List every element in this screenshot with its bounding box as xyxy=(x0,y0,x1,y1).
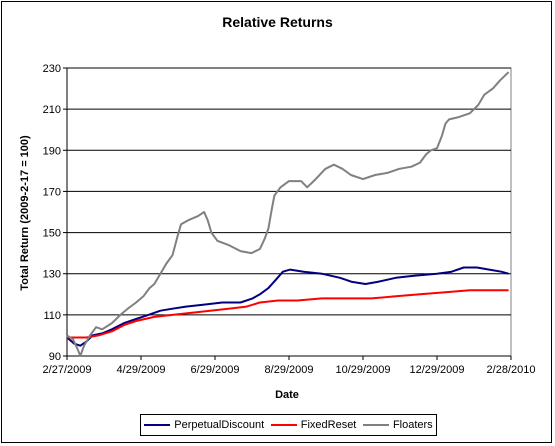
series-line-fixedreset xyxy=(67,289,509,339)
x-tick-label: 6/29/2009 xyxy=(191,364,240,376)
legend-label: Floaters xyxy=(392,419,433,431)
legend-label: FixedReset xyxy=(300,419,357,431)
x-tick-label: 4/29/2009 xyxy=(117,364,166,376)
legend-swatch xyxy=(144,424,171,426)
legend-swatch xyxy=(362,424,389,426)
legend-entry: Floaters xyxy=(362,419,433,431)
y-tick-label: 230 xyxy=(43,63,61,75)
y-tick-label: 190 xyxy=(43,145,61,157)
plot-area xyxy=(66,67,512,357)
y-tick-label: 210 xyxy=(43,104,61,116)
legend-label: PerpetualDiscount xyxy=(174,419,265,431)
legend-swatch xyxy=(270,424,297,426)
chart-legend: PerpetualDiscount FixedReset Floaters xyxy=(140,414,437,436)
y-tick-label: 110 xyxy=(43,310,61,322)
x-tick-label: 8/29/2009 xyxy=(265,364,314,376)
x-axis-label: Date xyxy=(275,389,299,401)
y-tick-label: 170 xyxy=(43,186,61,198)
series-line-floaters xyxy=(66,71,510,357)
y-tick-label: 90 xyxy=(49,351,61,363)
series-line-perpetualdiscount xyxy=(66,266,509,347)
x-tick-label: 12/29/2009 xyxy=(409,364,464,376)
y-tick-label: 150 xyxy=(43,228,61,240)
legend-entry: FixedReset xyxy=(270,419,357,431)
x-tick-label: 10/29/2009 xyxy=(335,364,390,376)
legend-entry: PerpetualDiscount xyxy=(144,419,264,431)
y-tick-label: 130 xyxy=(43,269,61,281)
x-tick-label: 2/28/2010 xyxy=(487,364,536,376)
chart-title: Relative Returns xyxy=(222,14,333,30)
x-tick-label: 2/27/2009 xyxy=(43,364,92,376)
